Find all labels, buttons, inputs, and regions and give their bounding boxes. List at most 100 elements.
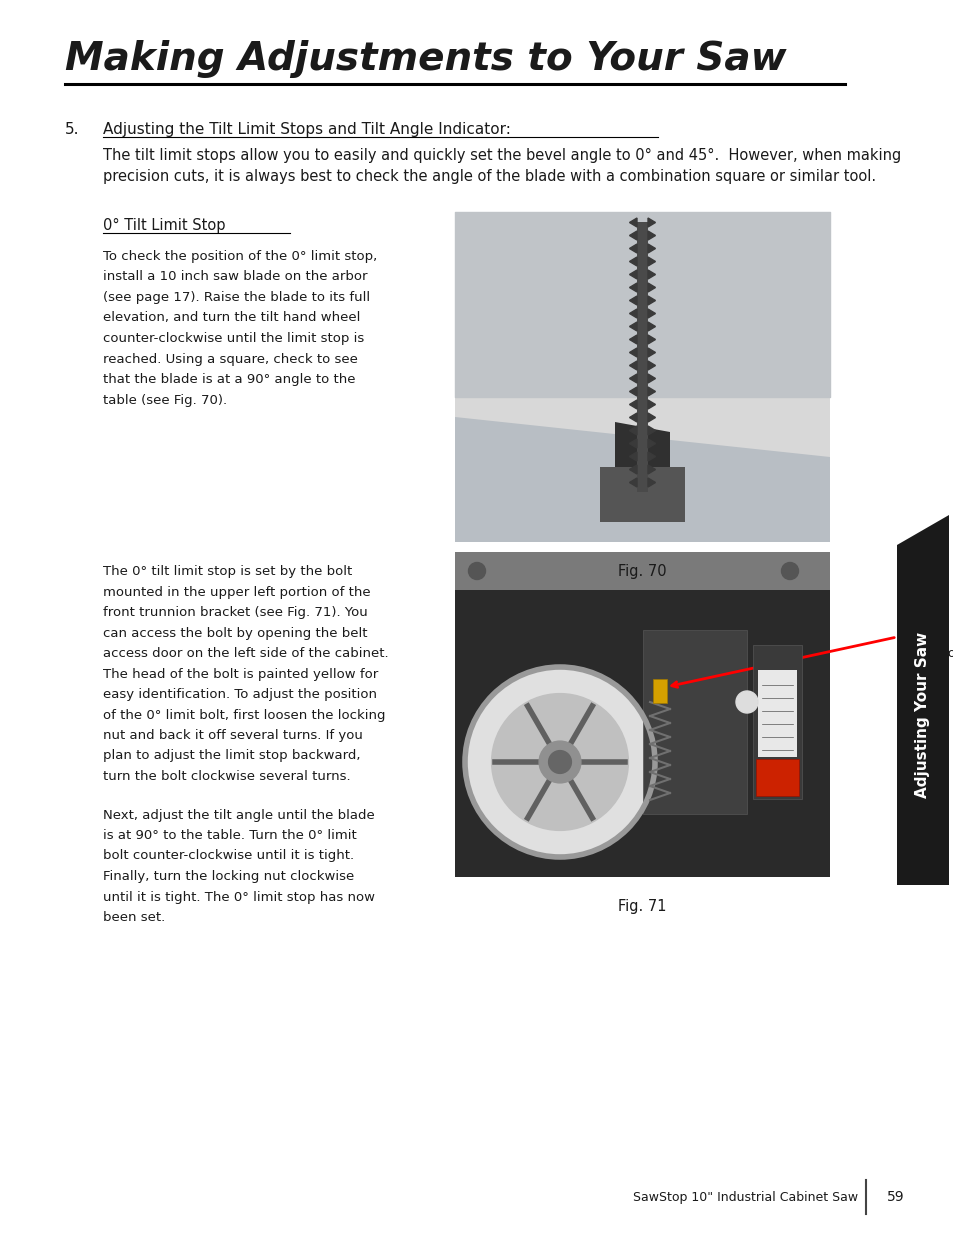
Circle shape (468, 562, 485, 579)
Polygon shape (647, 219, 655, 227)
Polygon shape (647, 309, 655, 317)
Text: front trunnion bracket (see Fig. 71). You: front trunnion bracket (see Fig. 71). Yo… (103, 606, 367, 619)
Text: Adjusting Your Saw: Adjusting Your Saw (915, 632, 929, 798)
Text: The head of the bolt is painted yellow for: The head of the bolt is painted yellow f… (103, 667, 377, 680)
Polygon shape (647, 412, 655, 422)
FancyBboxPatch shape (896, 545, 948, 885)
Text: To check the position of the 0° limit stop,: To check the position of the 0° limit st… (103, 249, 376, 263)
Polygon shape (629, 387, 637, 396)
Polygon shape (629, 270, 637, 279)
Text: of the 0° limit bolt, first loosen the locking: of the 0° limit bolt, first loosen the l… (103, 709, 385, 721)
FancyBboxPatch shape (758, 671, 796, 757)
Polygon shape (647, 466, 655, 474)
Text: 59: 59 (886, 1191, 903, 1204)
Polygon shape (629, 478, 637, 487)
Text: counter-clockwise until the limit stop is: counter-clockwise until the limit stop i… (103, 332, 364, 345)
Text: is at 90° to the table. Turn the 0° limit: is at 90° to the table. Turn the 0° limi… (103, 829, 356, 842)
Text: limit stop: limit stop (901, 647, 953, 659)
Polygon shape (629, 283, 637, 291)
FancyBboxPatch shape (455, 212, 829, 542)
FancyBboxPatch shape (599, 467, 684, 522)
Polygon shape (629, 296, 637, 305)
FancyBboxPatch shape (637, 222, 647, 492)
Text: nut and back it off several turns. If you: nut and back it off several turns. If yo… (103, 729, 362, 742)
Text: that the blade is at a 90° angle to the: that the blade is at a 90° angle to the (103, 373, 355, 387)
Text: reached. Using a square, check to see: reached. Using a square, check to see (103, 352, 357, 366)
Text: elevation, and turn the tilt hand wheel: elevation, and turn the tilt hand wheel (103, 311, 360, 325)
Polygon shape (647, 400, 655, 409)
FancyBboxPatch shape (755, 760, 799, 797)
Circle shape (538, 741, 580, 783)
Polygon shape (629, 219, 637, 227)
Polygon shape (629, 452, 637, 461)
Text: precision cuts, it is always best to check the angle of the blade with a combina: precision cuts, it is always best to che… (103, 168, 875, 184)
Circle shape (491, 694, 628, 830)
Text: SawStop 10" Industrial Cabinet Saw: SawStop 10" Industrial Cabinet Saw (632, 1191, 857, 1203)
Polygon shape (629, 335, 637, 345)
FancyBboxPatch shape (642, 630, 746, 814)
Polygon shape (647, 387, 655, 396)
FancyBboxPatch shape (652, 679, 666, 703)
Polygon shape (629, 438, 637, 448)
FancyBboxPatch shape (455, 552, 829, 877)
FancyBboxPatch shape (752, 645, 801, 799)
Text: Next, adjust the tilt angle until the blade: Next, adjust the tilt angle until the bl… (103, 809, 375, 821)
Polygon shape (647, 257, 655, 266)
Text: easy identification. To adjust the position: easy identification. To adjust the posit… (103, 688, 376, 701)
Polygon shape (647, 335, 655, 345)
Polygon shape (647, 452, 655, 461)
Text: bolt counter-clockwise until it is tight.: bolt counter-clockwise until it is tight… (103, 850, 354, 862)
Text: The tilt limit stops allow you to easily and quickly set the bevel angle to 0° a: The tilt limit stops allow you to easily… (103, 148, 901, 163)
Polygon shape (629, 245, 637, 253)
Text: table (see Fig. 70).: table (see Fig. 70). (103, 394, 227, 406)
Circle shape (464, 667, 655, 857)
Polygon shape (629, 348, 637, 357)
Text: Finally, turn the locking nut clockwise: Finally, turn the locking nut clockwise (103, 869, 354, 883)
Polygon shape (629, 412, 637, 422)
Text: (see page 17). Raise the blade to its full: (see page 17). Raise the blade to its fu… (103, 291, 370, 304)
Polygon shape (647, 426, 655, 435)
Polygon shape (647, 478, 655, 487)
Text: 0° Tilt Limit Stop: 0° Tilt Limit Stop (103, 219, 225, 233)
Polygon shape (647, 348, 655, 357)
Text: plan to adjust the limit stop backward,: plan to adjust the limit stop backward, (103, 750, 360, 762)
Text: can access the bolt by opening the belt: can access the bolt by opening the belt (103, 626, 367, 640)
Polygon shape (647, 231, 655, 240)
Polygon shape (629, 322, 637, 331)
Polygon shape (455, 417, 829, 542)
Text: 5.: 5. (65, 122, 79, 137)
Polygon shape (629, 309, 637, 317)
Polygon shape (647, 361, 655, 370)
Polygon shape (629, 257, 637, 266)
Polygon shape (647, 374, 655, 383)
Text: Adjusting the Tilt Limit Stops and Tilt Angle Indicator:: Adjusting the Tilt Limit Stops and Tilt … (103, 122, 511, 137)
Polygon shape (647, 245, 655, 253)
Polygon shape (629, 426, 637, 435)
Text: access door on the left side of the cabinet.: access door on the left side of the cabi… (103, 647, 388, 659)
Text: turn the bolt clockwise several turns.: turn the bolt clockwise several turns. (103, 769, 351, 783)
Text: mounted in the upper left portion of the: mounted in the upper left portion of the (103, 585, 370, 599)
Polygon shape (647, 438, 655, 448)
Text: Fig. 71: Fig. 71 (618, 899, 666, 914)
Text: The 0° tilt limit stop is set by the bolt: The 0° tilt limit stop is set by the bol… (103, 564, 352, 578)
Polygon shape (629, 466, 637, 474)
Polygon shape (629, 374, 637, 383)
Polygon shape (896, 515, 948, 545)
Circle shape (548, 751, 571, 773)
Polygon shape (647, 322, 655, 331)
Polygon shape (647, 296, 655, 305)
Text: been set.: been set. (103, 911, 165, 924)
Text: 0° tilt: 0° tilt (901, 614, 939, 627)
Polygon shape (647, 270, 655, 279)
Polygon shape (629, 400, 637, 409)
FancyBboxPatch shape (455, 552, 829, 590)
Text: Making Adjustments to Your Saw: Making Adjustments to Your Saw (65, 40, 785, 78)
Polygon shape (615, 422, 669, 496)
Polygon shape (629, 361, 637, 370)
Text: install a 10 inch saw blade on the arbor: install a 10 inch saw blade on the arbor (103, 270, 367, 284)
Circle shape (781, 562, 798, 579)
Text: until it is tight. The 0° limit stop has now: until it is tight. The 0° limit stop has… (103, 890, 375, 904)
Text: Fig. 70: Fig. 70 (618, 564, 666, 579)
Polygon shape (647, 283, 655, 291)
Circle shape (735, 692, 758, 713)
